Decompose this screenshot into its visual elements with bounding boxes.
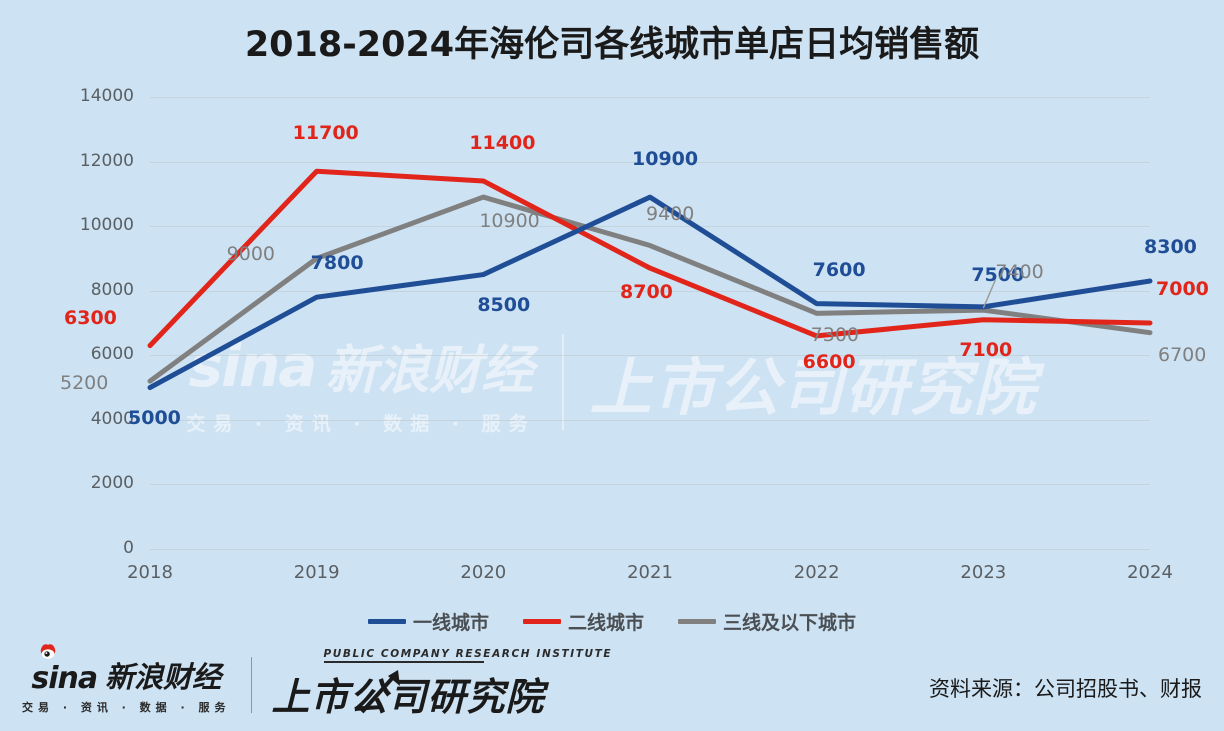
data-label: 5200	[60, 372, 109, 395]
gridline	[150, 161, 1150, 163]
y-axis-tick-label: 0	[123, 538, 134, 558]
data-label: 6300	[64, 306, 117, 329]
legend-item[interactable]: 二线城市	[522, 608, 644, 635]
data-label: 7500	[971, 263, 1025, 286]
data-label: 7400	[995, 261, 1044, 284]
sina-cn-text: 新浪财经	[105, 660, 222, 694]
legend-swatch	[367, 619, 406, 624]
data-label: 8500	[477, 293, 531, 316]
pcri-logo: PUBLIC COMPANY RESEARCH INSTITUTE 上市公司研究…	[272, 648, 613, 721]
x-axis-tick-label: 2021	[627, 562, 673, 583]
y-axis-tick-label: 4000	[90, 408, 134, 429]
pcri-en-text: PUBLIC COMPANY RESEARCH INSTITUTE	[323, 648, 613, 660]
legend-item[interactable]: 三线及以下城市	[678, 608, 856, 635]
legend-item[interactable]: 一线城市	[367, 608, 489, 635]
x-axis-tick-label: 2018	[127, 562, 173, 583]
footer-logos: sina 新浪财经 交易 · 资讯 · 数据 · 服务 PUBLIC COMPA…	[22, 644, 613, 721]
y-axis-tick-label: 6000	[90, 344, 134, 365]
pcri-rule	[323, 661, 484, 663]
pcri-cn-text: 上市公司研究院	[271, 675, 545, 719]
y-axis-tick-label: 12000	[79, 150, 134, 171]
data-label: 10900	[479, 210, 540, 233]
data-label: 11700	[292, 122, 359, 145]
legend-swatch	[522, 619, 561, 624]
data-label: 9000	[226, 243, 276, 266]
data-label: 8300	[1144, 236, 1197, 259]
gridline	[150, 226, 1150, 228]
data-label: 7600	[812, 258, 866, 281]
data-label: 5000	[128, 406, 181, 429]
sina-eye-icon	[41, 644, 56, 659]
footer: sina 新浪财经 交易 · 资讯 · 数据 · 服务 PUBLIC COMPA…	[0, 640, 1224, 731]
x-axis-tick-label: 2024	[1127, 562, 1173, 583]
pcri-arrow-icon	[360, 670, 400, 714]
chart-legend: 一线城市 二线城市 三线及以下城市	[0, 608, 1224, 635]
data-label: 6700	[1158, 343, 1207, 366]
gridline	[150, 549, 1150, 550]
source-note: 资料来源：公司招股书、财报	[929, 677, 1202, 701]
chart-title: 2018-2024年海伦司各线城市单店日均销售额	[244, 25, 980, 65]
data-label: 7000	[1156, 278, 1209, 300]
data-label: 6600	[802, 350, 856, 373]
sina-logo: sina 新浪财经 交易 · 资讯 · 数据 · 服务	[22, 644, 231, 715]
gridline	[150, 419, 1150, 421]
x-axis-tick-label: 2023	[960, 562, 1007, 583]
legend-label: 一线城市	[412, 612, 489, 634]
x-axis-tick-label: 2020	[460, 562, 507, 583]
y-axis-tick-label: 10000	[79, 215, 134, 236]
gridline	[150, 97, 1150, 98]
data-label: 7300	[810, 324, 860, 347]
y-axis-tick-label: 14000	[79, 86, 134, 106]
data-label: 7100	[959, 338, 1013, 361]
data-label: 11400	[469, 131, 536, 154]
legend-label: 三线及以下城市	[723, 612, 857, 634]
sina-word-text: sina	[31, 661, 98, 696]
data-label: 9400	[646, 202, 695, 225]
sina-wordmark: sina	[31, 644, 98, 696]
data-label: 7800	[310, 252, 364, 275]
legend-label: 二线城市	[567, 612, 644, 634]
x-axis-tick-label: 2022	[793, 562, 840, 583]
data-label: 10900	[632, 148, 699, 171]
data-label: 8700	[620, 281, 673, 304]
footer-divider	[250, 656, 252, 713]
x-axis-tick-label: 2019	[293, 562, 340, 583]
legend-swatch	[678, 619, 716, 624]
gridline	[150, 484, 1150, 486]
y-axis-tick-label: 2000	[90, 473, 134, 494]
y-axis-tick-label: 8000	[90, 279, 134, 300]
sina-tagline: 交易 · 资讯 · 数据 · 服务	[22, 701, 231, 714]
